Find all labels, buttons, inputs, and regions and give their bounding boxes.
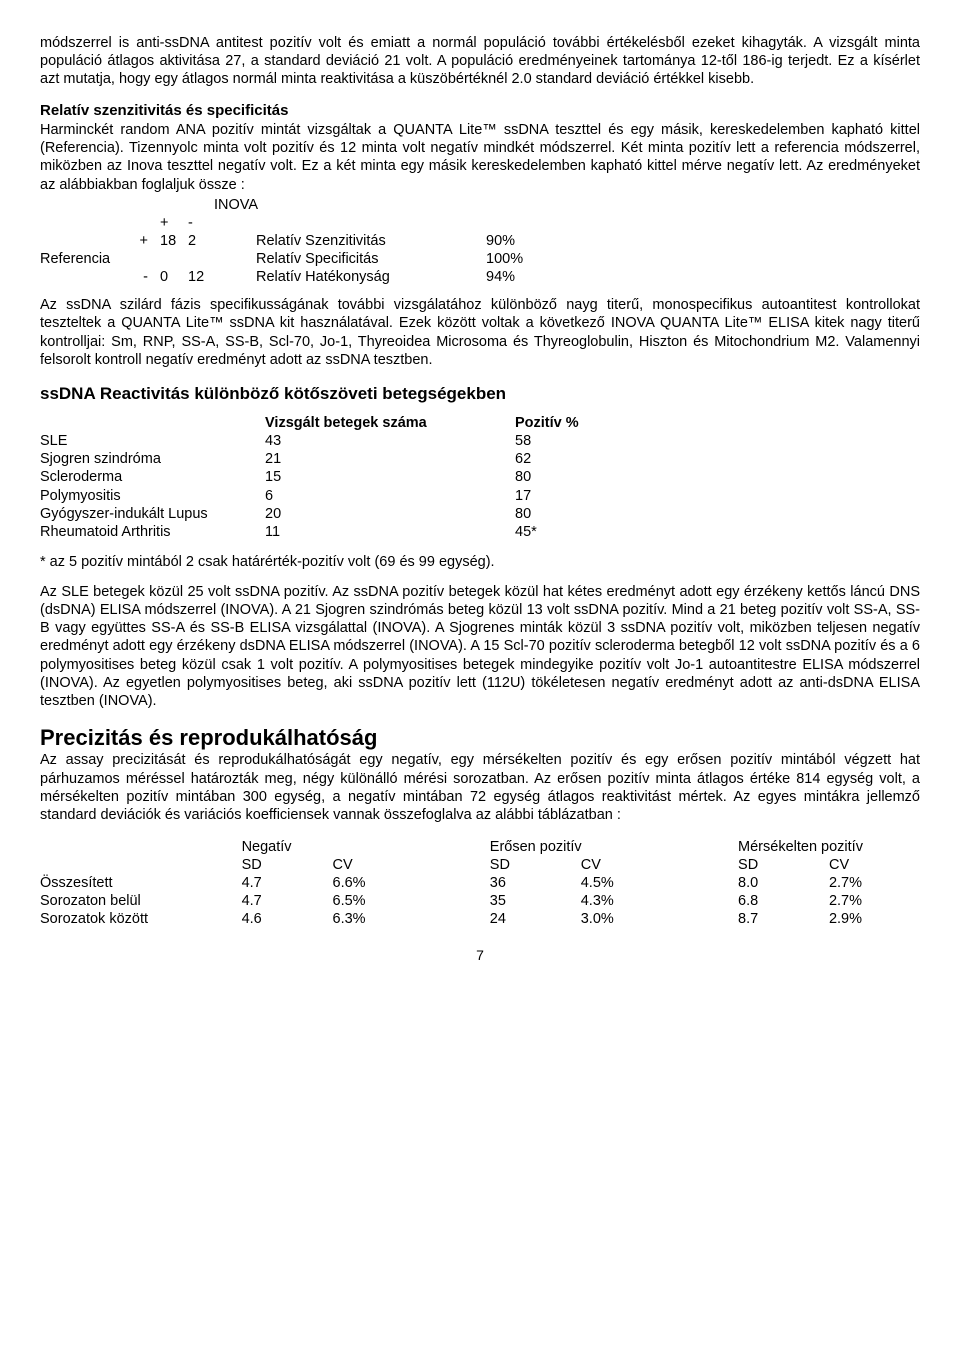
spec-label: Relatív Specificitás <box>256 250 486 268</box>
cv-col-neg: Negatív <box>242 838 424 856</box>
inova-label: INOVA <box>214 196 920 214</box>
react-paragraph: Az SLE betegek közül 25 volt ssDNA pozit… <box>40 583 920 710</box>
cell-2: 2 <box>188 232 216 250</box>
table-row: SLE <box>40 432 265 450</box>
prec-paragraph: Az assay precizitását és reprodukálhatós… <box>40 751 920 824</box>
reference-label: Referencia <box>40 250 160 268</box>
inova-table-block: INOVA + - + 18 2 Relatív Szenzitivitás 9… <box>40 196 920 287</box>
eff-val: 94% <box>486 268 546 286</box>
react-table: Vizsgált betegek száma Pozitív % SLE4358… <box>40 414 589 541</box>
table-row: Polymyositis <box>40 487 265 505</box>
cv-row-label: Sorozatok között <box>40 910 242 928</box>
cell-0: 0 <box>160 268 188 286</box>
cv-row-label: Összesített <box>40 874 242 892</box>
relsens-paragraph-2: Az ssDNA szilárd fázis specifikusságának… <box>40 296 920 369</box>
spec-val: 100% <box>486 250 546 268</box>
table-row: Scleroderma <box>40 468 265 486</box>
sens-val: 90% <box>486 232 546 250</box>
react-col1: Vizsgált betegek száma <box>265 414 515 432</box>
table-row: Rheumatoid Arthritis <box>40 523 265 541</box>
table-row: Sjogren szindróma <box>40 450 265 468</box>
relsens-paragraph: Harminckét random ANA pozitív mintát viz… <box>40 121 920 194</box>
col-plus: + <box>160 214 188 232</box>
cv-col-mod: Mérsékelten pozitív <box>738 838 920 856</box>
cv-row-label: Sorozaton belül <box>40 892 242 910</box>
cv-col-strong: Erősen pozitív <box>490 838 672 856</box>
intro-paragraph: módszerrel is anti-ssDNA antitest pozití… <box>40 34 920 88</box>
prec-title: Precizitás és reprodukálhatóság <box>40 724 920 752</box>
relsens-title: Relatív szenzitivitás és specificitás <box>40 102 920 121</box>
react-col2: Pozitív % <box>515 414 589 432</box>
cell-18: 18 <box>160 232 188 250</box>
page-number: 7 <box>40 947 920 965</box>
eff-label: Relatív Hatékonyság <box>256 268 486 286</box>
cell-12: 12 <box>188 268 216 286</box>
col-minus: - <box>188 214 216 232</box>
sens-label: Relatív Szenzitivitás <box>256 232 486 250</box>
table-row: Gyógyszer-indukált Lupus <box>40 505 265 523</box>
react-note: * az 5 pozitív mintából 2 csak határérté… <box>40 553 920 571</box>
cv-table: Negatív Erősen pozitív Mérsékelten pozit… <box>40 838 920 929</box>
react-title: ssDNA Reactivitás különböző kötőszöveti … <box>40 383 920 404</box>
